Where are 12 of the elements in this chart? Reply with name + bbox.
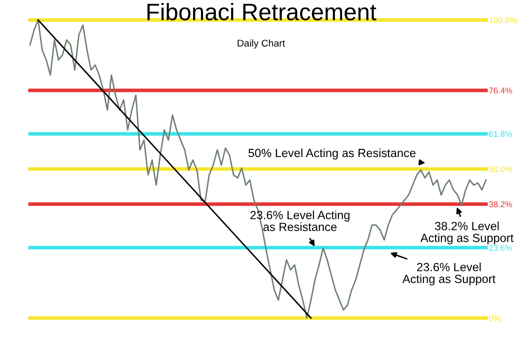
annotation: 50% Level Acting as Resistance (248, 148, 416, 160)
y-tick-label: 23.6% (489, 244, 512, 251)
y-tick-label: 38.2% (489, 201, 512, 208)
y-tick-label: 50.0% (489, 166, 512, 172)
y-tick-label: 100.0% (489, 17, 517, 24)
y-tick-label: 76.4% (489, 88, 512, 94)
y-tick-label: 61.8% (489, 131, 512, 137)
y-tick-label: 0% (489, 315, 501, 322)
text: Daily Chart (238, 39, 285, 49)
annotation: 23.6% Level Acting as Support (402, 262, 496, 286)
chart-title: Fibonaci Retracement (147, 2, 376, 20)
annotation: 38.2% Level Acting as Support (420, 222, 514, 244)
